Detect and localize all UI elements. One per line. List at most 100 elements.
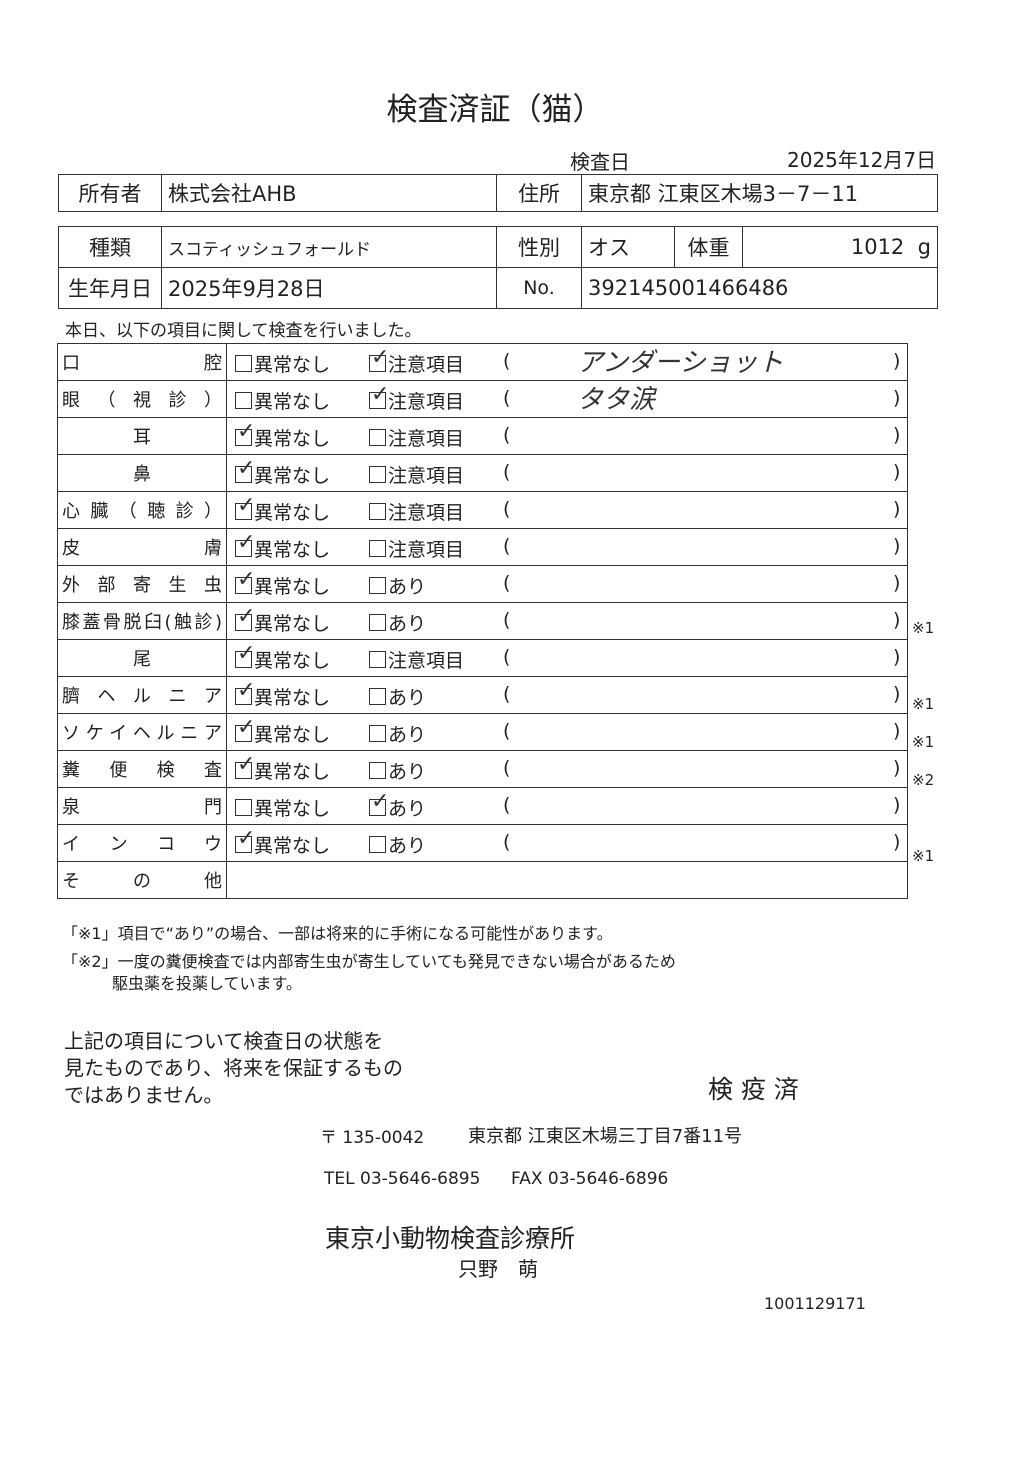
option-1: 異常なし — [235, 350, 330, 377]
exam-item-label: 鼻 — [57, 454, 227, 492]
exam-item-label: 耳 — [57, 417, 227, 455]
option-1: ✓ 異常なし — [235, 419, 330, 451]
check-mark-icon: ✓ — [237, 530, 256, 555]
checkbox[interactable]: ✓ — [235, 826, 255, 853]
exam-item-label: 尾 — [57, 639, 227, 677]
exam-item-label: 口腔 — [57, 343, 227, 381]
checkbox[interactable]: ✓ — [369, 789, 389, 816]
close-paren: ) — [893, 461, 901, 483]
disclaimer-line: 見たものであり、将来を保証するもの — [64, 1056, 403, 1080]
handwritten-note: タタ涙 — [577, 385, 656, 415]
check-mark-icon: ✓ — [237, 641, 256, 666]
exam-row: 臍ヘルニア ✓ 異常なし あり ( ) — [57, 676, 908, 714]
checkbox[interactable]: ✓ — [235, 604, 255, 631]
open-paren: ( — [503, 387, 511, 409]
checkbox[interactable] — [369, 836, 386, 853]
option-label: 異常なし — [254, 391, 331, 413]
exam-date: 2025年12月7日 — [787, 148, 937, 172]
exam-item-label: 泉門 — [57, 787, 227, 825]
open-paren: ( — [503, 461, 511, 483]
checkbox[interactable] — [369, 503, 386, 520]
checkbox[interactable]: ✓ — [369, 382, 389, 409]
checkbox[interactable] — [369, 688, 386, 705]
check-mark-icon: ✓ — [237, 604, 256, 629]
disclaimer-line: 上記の項目について検査日の状態を — [64, 1029, 384, 1053]
exam-table: 口腔 異常なし ✓ 注意項目 ( アンダーショット ) 眼（視診） 異常なし ✓ 注意項目… — [57, 343, 908, 899]
footnote-mark: ※1 — [912, 619, 935, 637]
option-2: ✓ あり — [369, 789, 426, 821]
close-paren: ) — [893, 683, 901, 705]
option-2: 注意項目 — [369, 461, 464, 488]
checkbox[interactable]: ✓ — [235, 456, 255, 483]
checkbox[interactable]: ✓ — [235, 567, 255, 594]
checkbox[interactable]: ✓ — [235, 419, 255, 446]
exam-row: 皮膚 ✓ 異常なし 注意項目 ( ) — [57, 528, 908, 566]
option-2: 注意項目 — [369, 498, 464, 525]
option-label: 異常なし — [254, 354, 331, 376]
checkbox[interactable]: ✓ — [235, 530, 255, 557]
close-paren: ) — [893, 646, 901, 668]
checkbox[interactable]: ✓ — [369, 345, 389, 372]
option-2: あり — [369, 572, 426, 599]
option-2: 注意項目 — [369, 646, 464, 673]
option-2: あり — [369, 757, 426, 784]
option-1: ✓ 異常なし — [235, 604, 331, 636]
exam-row: 外部寄生虫 ✓ 異常なし あり ( ) — [57, 565, 908, 603]
option-1: ✓ 異常なし — [235, 715, 330, 747]
other-field[interactable] — [226, 861, 908, 899]
footnote-2-cont: 駆虫薬を投薬しています。 — [112, 974, 302, 993]
check-mark-icon: ✓ — [371, 382, 390, 407]
option-label: 異常なし — [254, 798, 331, 820]
checkbox[interactable] — [369, 725, 386, 742]
checkbox[interactable]: ✓ — [235, 752, 255, 779]
checkbox[interactable]: ✓ — [235, 678, 255, 705]
checkbox[interactable] — [235, 355, 252, 372]
check-mark-icon: ✓ — [237, 419, 256, 444]
checkbox[interactable]: ✓ — [235, 641, 255, 668]
checkbox[interactable] — [369, 429, 386, 446]
open-paren: ( — [503, 646, 511, 668]
exam-item-label: 臍ヘルニア — [57, 676, 227, 714]
exam-row: 泉門 異常なし ✓ あり ( ) — [57, 787, 908, 825]
clinic-postal: 〒 135-0042 — [320, 1128, 425, 1148]
exam-item-label: 心臓（聴診） — [57, 491, 227, 529]
exam-row: 鼻 ✓ 異常なし 注意項目 ( ) — [57, 454, 908, 492]
exam-item-label: インコウ — [57, 824, 227, 862]
checkbox[interactable] — [369, 614, 386, 631]
open-paren: ( — [503, 757, 511, 779]
checkbox[interactable] — [369, 577, 386, 594]
clinic-tel: TEL 03-5646-6895 — [324, 1169, 481, 1189]
exam-row: 膝蓋骨脱臼(触診) ✓ 異常なし あり ( ) — [57, 602, 908, 640]
open-paren: ( — [503, 350, 511, 372]
option-1: ✓ 異常なし — [235, 678, 331, 710]
option-1: ✓ 異常なし — [235, 456, 330, 488]
check-mark-icon: ✓ — [237, 493, 256, 518]
checkbox[interactable] — [235, 799, 252, 816]
option-label: 異常なし — [254, 613, 331, 635]
option-label: 注意項目 — [388, 428, 465, 450]
close-paren: ) — [893, 572, 901, 594]
option-label: 異常なし — [254, 687, 331, 709]
exam-item-label: 眼（視診） — [57, 380, 227, 418]
exam-item-label: 皮膚 — [57, 528, 227, 566]
exam-row: 耳 ✓ 異常なし 注意項目 ( ) — [57, 417, 908, 455]
check-mark-icon: ✓ — [371, 345, 390, 370]
footnote-mark: ※1 — [912, 847, 935, 865]
checkbox[interactable] — [369, 540, 386, 557]
birth-label: 生年月日 — [58, 267, 162, 309]
option-label: あり — [388, 761, 427, 783]
close-paren: ) — [893, 720, 901, 742]
exam-row: ソケイヘルニア ✓ 異常なし あり ( ) — [57, 713, 908, 751]
checkbox[interactable] — [369, 466, 386, 483]
footnote-2: 「※2」一度の糞便検査では内部寄生虫が寄生していても発見できない場合があるため — [62, 952, 676, 971]
checkbox[interactable]: ✓ — [235, 493, 255, 520]
weight-value: 1012 — [850, 235, 905, 259]
checkbox[interactable] — [369, 762, 386, 779]
close-paren: ) — [893, 831, 901, 853]
checkbox[interactable] — [235, 392, 252, 409]
open-paren: ( — [503, 424, 511, 446]
checkbox[interactable]: ✓ — [235, 715, 255, 742]
checkbox[interactable] — [369, 651, 386, 668]
disclaimer: 上記の項目について検査日の状態を 見たものであり、将来を保証するもの ではありま… — [64, 1028, 403, 1109]
exam-row: 口腔 異常なし ✓ 注意項目 ( アンダーショット ) — [57, 343, 908, 381]
